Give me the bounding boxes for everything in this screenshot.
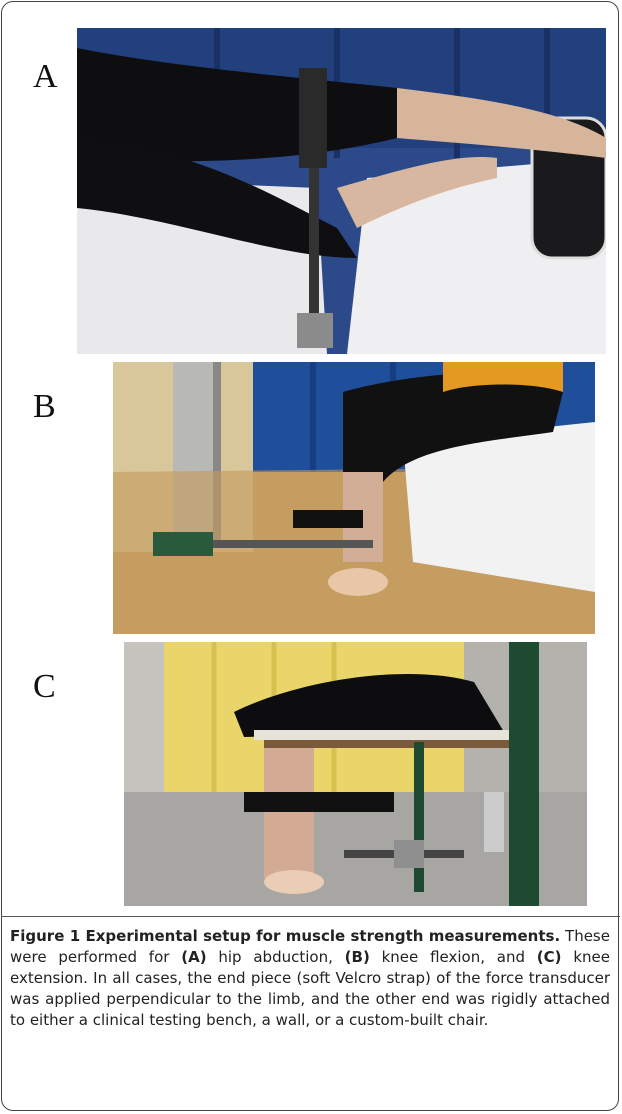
- caption-ref: (A): [181, 948, 207, 966]
- photo-a: [77, 28, 606, 354]
- caption-ref: (C): [536, 948, 562, 966]
- panel-label: A: [33, 58, 58, 95]
- panel-label: C: [33, 668, 56, 705]
- caption-rule: [1, 916, 620, 917]
- caption-text: knee extension. In all cases, the end pi…: [10, 948, 610, 1029]
- caption-text: hip abduction,: [206, 948, 345, 966]
- caption: Figure 1 Experimental setup for muscle s…: [10, 926, 610, 1031]
- panel-label: B: [33, 388, 56, 425]
- caption-ref: (B): [344, 948, 370, 966]
- caption-text: knee flexion, and: [369, 948, 537, 966]
- caption-title: Figure 1 Experimental setup for muscle s…: [10, 927, 561, 945]
- caption-text: These were performed for: [10, 927, 610, 966]
- photo-c: [124, 642, 587, 906]
- photo-b: [113, 362, 595, 634]
